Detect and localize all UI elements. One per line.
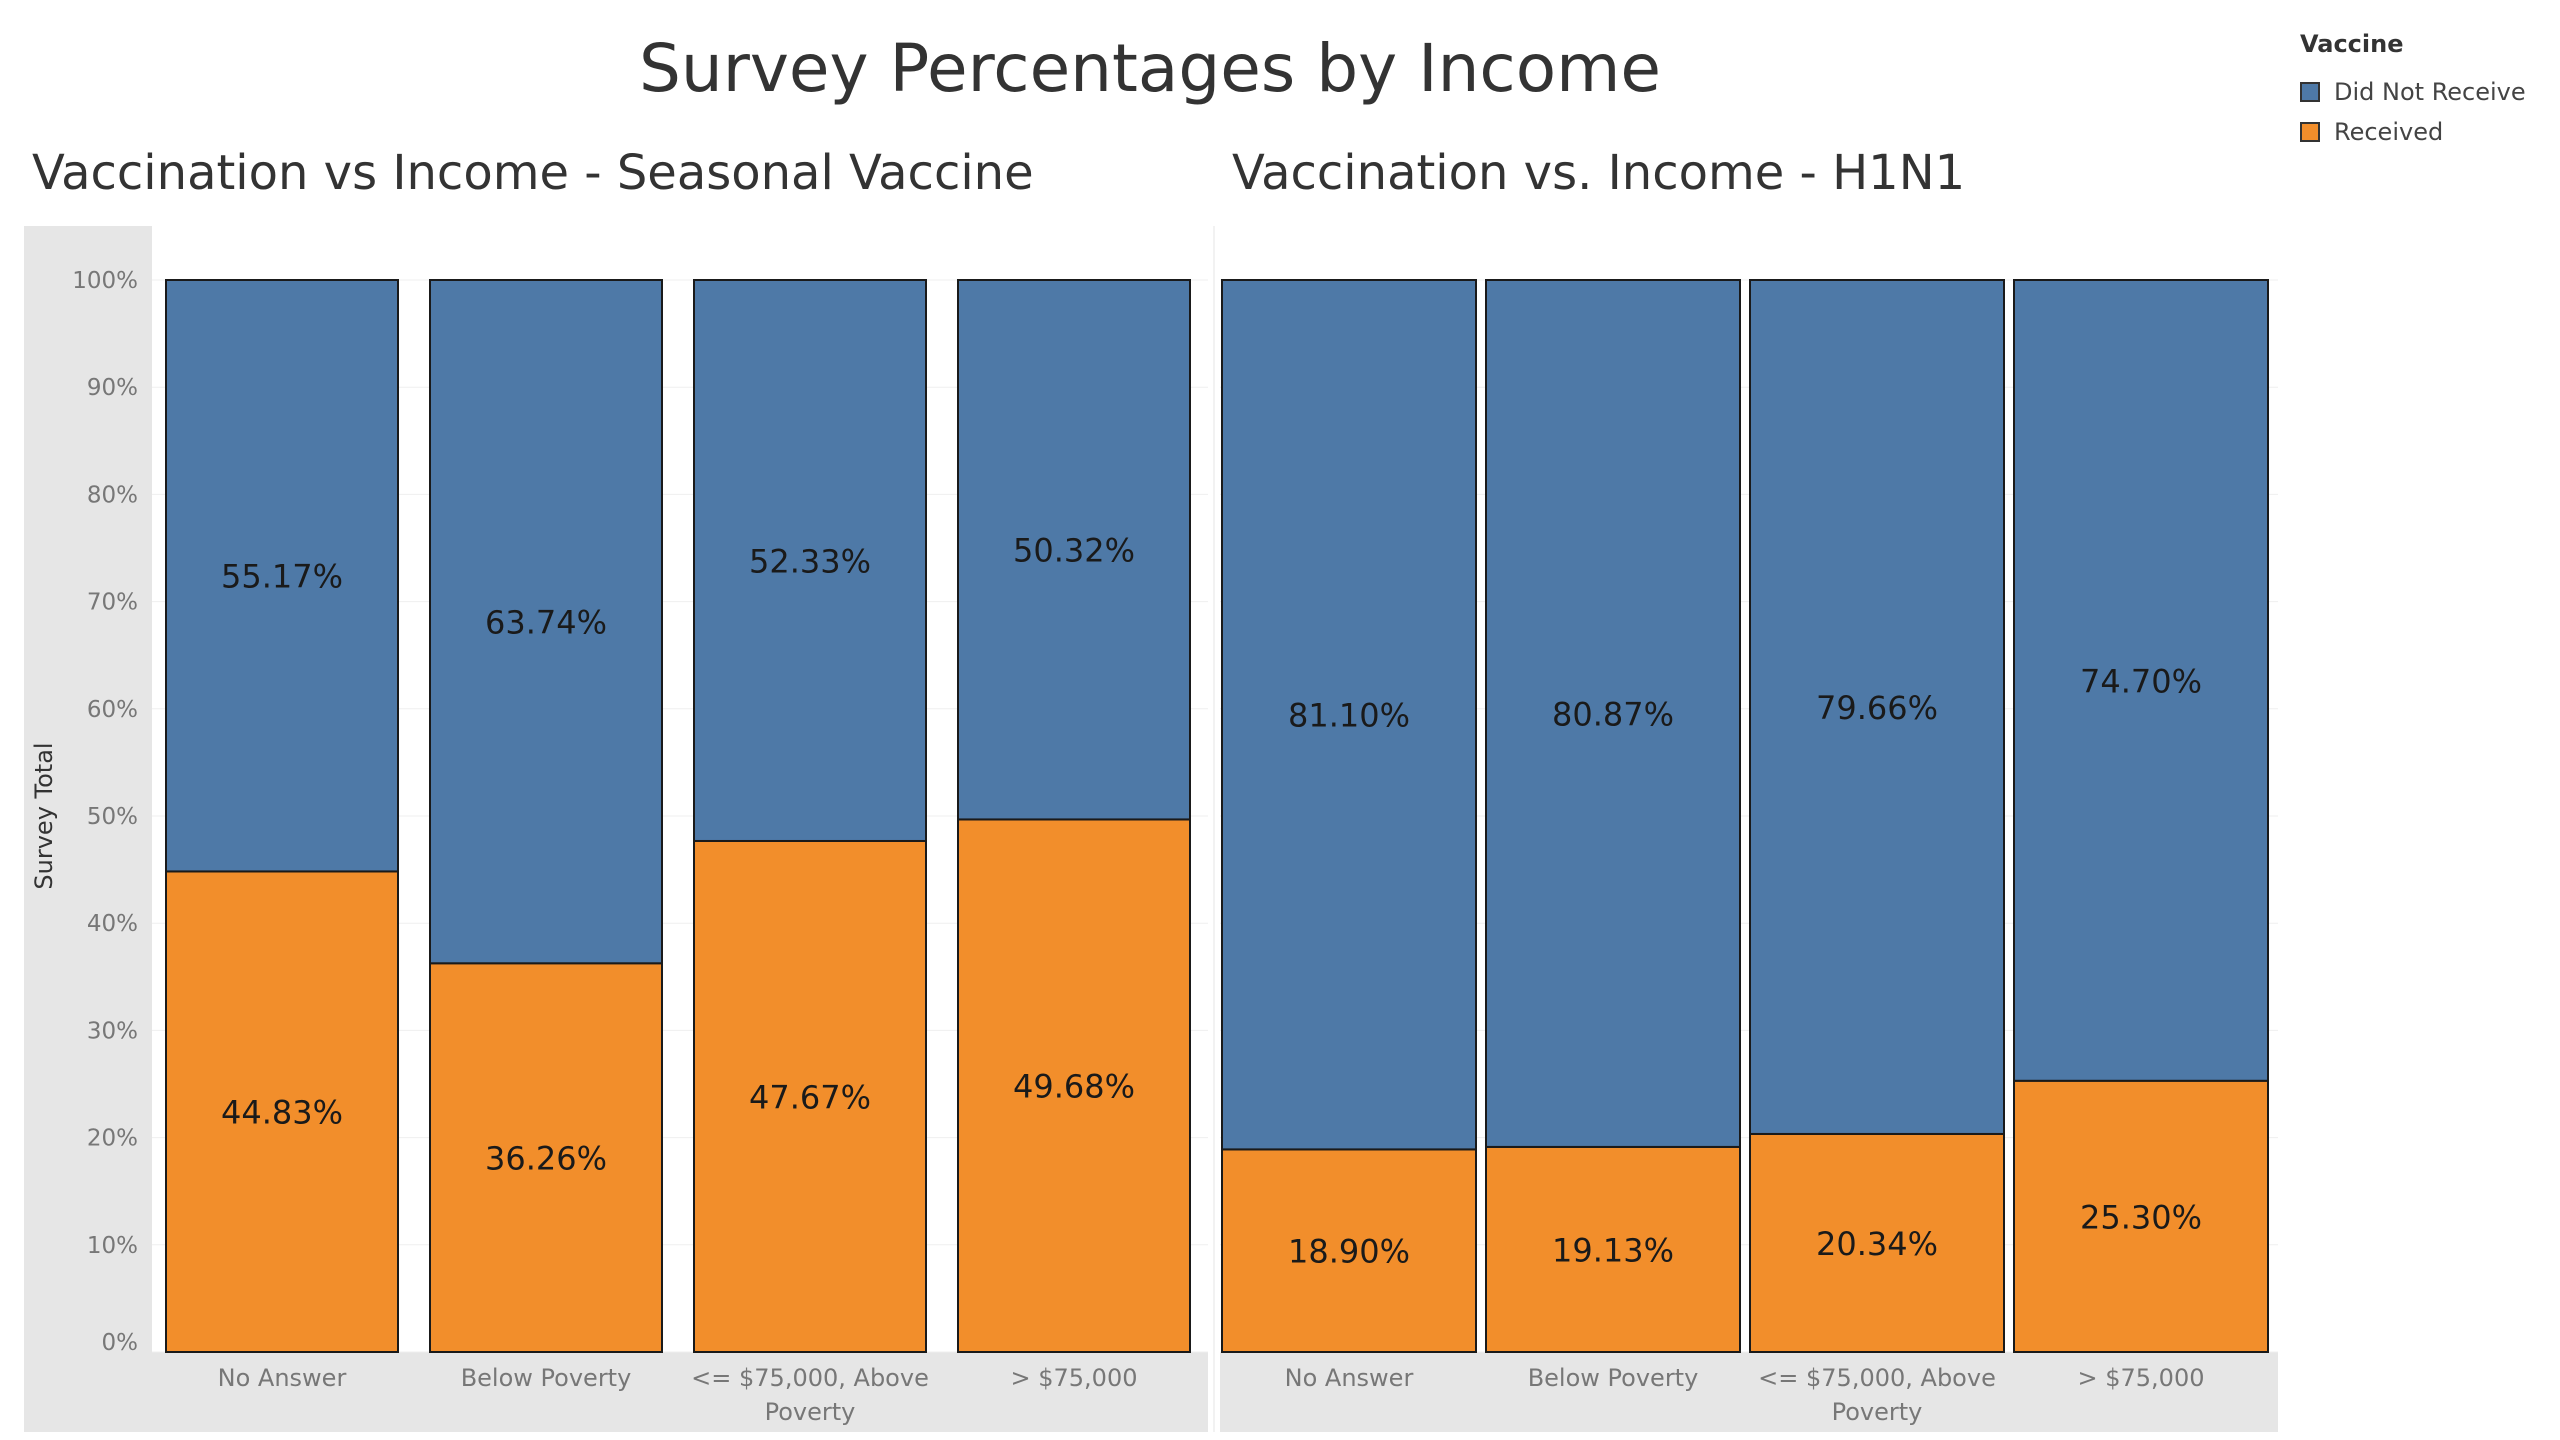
data-label-h1n1-received: 20.34%	[1816, 1225, 1938, 1263]
data-label-h1n1-did-not-receive: 79.66%	[1816, 689, 1938, 727]
bar-h1n1-received-below-poverty	[1485, 1145, 1741, 1353]
page-title: Survey Percentages by Income	[638, 30, 1661, 107]
category-label-seasonal: <= $75,000, Above Poverty	[691, 1364, 929, 1426]
legend-label-did-not-receive: Did Not Receive	[2334, 78, 2526, 106]
legend-swatch-received	[2300, 122, 2320, 142]
category-label-h1n1: Below Poverty	[1528, 1364, 1699, 1392]
data-label-seasonal-did-not-receive: 52.33%	[749, 542, 871, 580]
h1n1-chart-title: Vaccination vs. Income - H1N1	[1232, 145, 1966, 201]
legend-swatch-did-not-receive	[2300, 82, 2320, 102]
bar-h1n1-received-75-000-above-poverty	[1749, 1132, 2005, 1353]
x-axis-background-seasonal	[152, 1352, 1208, 1432]
bar-h1n1-received-no-answer	[1221, 1148, 1477, 1353]
category-label-h1n1: No Answer	[1285, 1364, 1414, 1392]
y-tick-label: 60%	[87, 697, 138, 723]
bar-h1n1-did-not-receive-no-answer	[1221, 279, 1477, 1151]
bar-seasonal-received-below-poverty	[429, 962, 663, 1353]
data-label-h1n1-received: 25.30%	[2080, 1198, 2202, 1236]
y-tick-label: 70%	[87, 590, 138, 616]
bar-seasonal-did-not-receive-no-answer	[165, 279, 399, 873]
category-label-seasonal: Below Poverty	[461, 1364, 632, 1392]
data-label-seasonal-did-not-receive: 63.74%	[485, 604, 607, 642]
legend-item-did-not-receive[interactable]: Did Not Receive	[2300, 72, 2526, 112]
legend: Vaccine Did Not Receive Received	[2300, 30, 2526, 152]
data-label-seasonal-did-not-receive: 50.32%	[1013, 532, 1135, 570]
data-label-seasonal-did-not-receive: 55.17%	[221, 558, 343, 596]
data-label-h1n1-received: 18.90%	[1288, 1233, 1410, 1271]
seasonal-chart-title: Vaccination vs Income - Seasonal Vaccine	[32, 145, 1034, 201]
y-tick-label: 10%	[87, 1233, 138, 1259]
category-label-seasonal: No Answer	[218, 1364, 347, 1392]
y-tick-label: 50%	[87, 804, 138, 830]
legend-title: Vaccine	[2300, 30, 2404, 58]
x-axis-background-h1n1	[1220, 1352, 2278, 1432]
data-label-h1n1-received: 19.13%	[1552, 1231, 1674, 1269]
category-label-h1n1: <= $75,000, Above Poverty	[1758, 1364, 1996, 1426]
data-label-h1n1-did-not-receive: 74.70%	[2080, 662, 2202, 700]
bar-seasonal-received-75-000	[957, 818, 1191, 1353]
y-tick-label: 80%	[87, 482, 138, 508]
y-tick-label: 0%	[102, 1330, 139, 1356]
legend-item-received[interactable]: Received	[2300, 112, 2526, 152]
bar-h1n1-did-not-receive-below-poverty	[1485, 279, 1741, 1148]
y-tick-label: 20%	[87, 1126, 138, 1152]
y-tick-label: 100%	[72, 268, 138, 294]
bar-seasonal-received-75-000-above-poverty	[693, 839, 927, 1353]
y-tick-label: 30%	[87, 1018, 138, 1044]
bar-h1n1-did-not-receive-75-000-above-poverty	[1749, 279, 2005, 1135]
y-tick-label: 90%	[87, 375, 138, 401]
bar-seasonal-did-not-receive-75-000-above-poverty	[693, 279, 927, 842]
bar-seasonal-did-not-receive-75-000	[957, 279, 1191, 821]
category-label-seasonal: > $75,000	[1011, 1364, 1138, 1392]
y-tick-label: 40%	[87, 911, 138, 937]
category-label-h1n1: > $75,000	[2078, 1364, 2205, 1392]
data-label-h1n1-did-not-receive: 80.87%	[1552, 695, 1674, 733]
data-label-h1n1-did-not-receive: 81.10%	[1288, 697, 1410, 735]
data-label-seasonal-received: 49.68%	[1013, 1068, 1135, 1106]
y-axis-title: Survey Total	[30, 742, 58, 889]
bar-seasonal-received-no-answer	[165, 870, 399, 1354]
data-label-seasonal-received: 44.83%	[221, 1094, 343, 1132]
bar-seasonal-did-not-receive-below-poverty	[429, 279, 663, 965]
bar-h1n1-did-not-receive-75-000	[2013, 279, 2269, 1082]
data-label-seasonal-received: 47.67%	[749, 1078, 871, 1116]
data-label-seasonal-received: 36.26%	[485, 1140, 607, 1178]
legend-label-received: Received	[2334, 118, 2444, 146]
y-axis-background	[24, 226, 152, 1432]
